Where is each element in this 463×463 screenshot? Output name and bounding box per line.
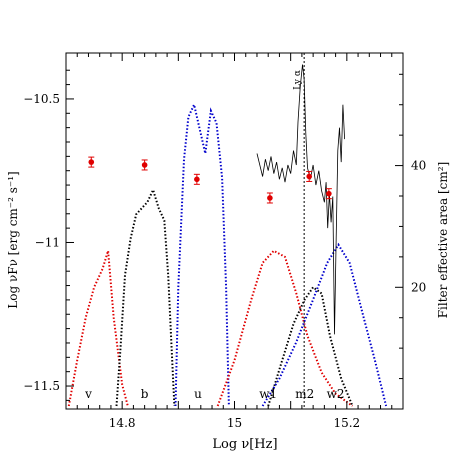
filter-label-w2: w2 [327, 387, 345, 401]
filter-label-u: u [194, 387, 202, 401]
y-tick-label: −10.5 [23, 92, 60, 106]
photometry-point-2 [194, 176, 200, 183]
filter-curves [67, 101, 388, 407]
filter-curve-w1 [216, 249, 354, 407]
x-tick-label: 15.2 [333, 416, 360, 430]
photometry-point-5 [326, 190, 332, 197]
x-tick-label: 14.8 [109, 416, 136, 430]
photometry-point-3 [267, 195, 273, 201]
photometry-point-0 [88, 159, 95, 165]
axis-tick-labels: 14.8 15 15.2 −10.5 −11 −11.5 20 40 v b u w1 m2 w2 [23, 92, 426, 430]
photometry-points [88, 156, 332, 204]
filter-label-b: b [141, 387, 149, 401]
y-axis-label: Log νFν [erg cm⁻² s⁻¹] [6, 171, 20, 308]
filter-label-w1: w1 [259, 387, 277, 401]
y2-tick-label: 40 [411, 159, 426, 173]
plot-frame [65, 52, 404, 410]
axis-ticks [66, 53, 403, 409]
filter-curve-u [174, 101, 230, 407]
filter-curve-w2 [261, 242, 388, 407]
ly-alpha-label: Ly α [293, 70, 303, 90]
y-tick-label: −11 [35, 235, 60, 249]
filter-curve-b [115, 187, 176, 407]
x-tick-label: 15 [227, 416, 242, 430]
spectrum-line [256, 64, 345, 335]
filter-curve-m2 [267, 285, 354, 407]
spectrum [256, 64, 345, 335]
photometry-point-1 [141, 162, 148, 168]
y2-tick-label: 20 [411, 280, 426, 294]
filter-label-m2: m2 [295, 387, 314, 401]
photometry-point-4 [306, 173, 313, 180]
x-axis-label: Log ν[Hz] [212, 437, 277, 452]
y-tick-label: −11.5 [23, 379, 60, 393]
y2-axis-label: Filter effective area [cm²] [436, 162, 450, 319]
filter-curve-v [67, 250, 129, 407]
filter-label-v: v [84, 387, 92, 401]
